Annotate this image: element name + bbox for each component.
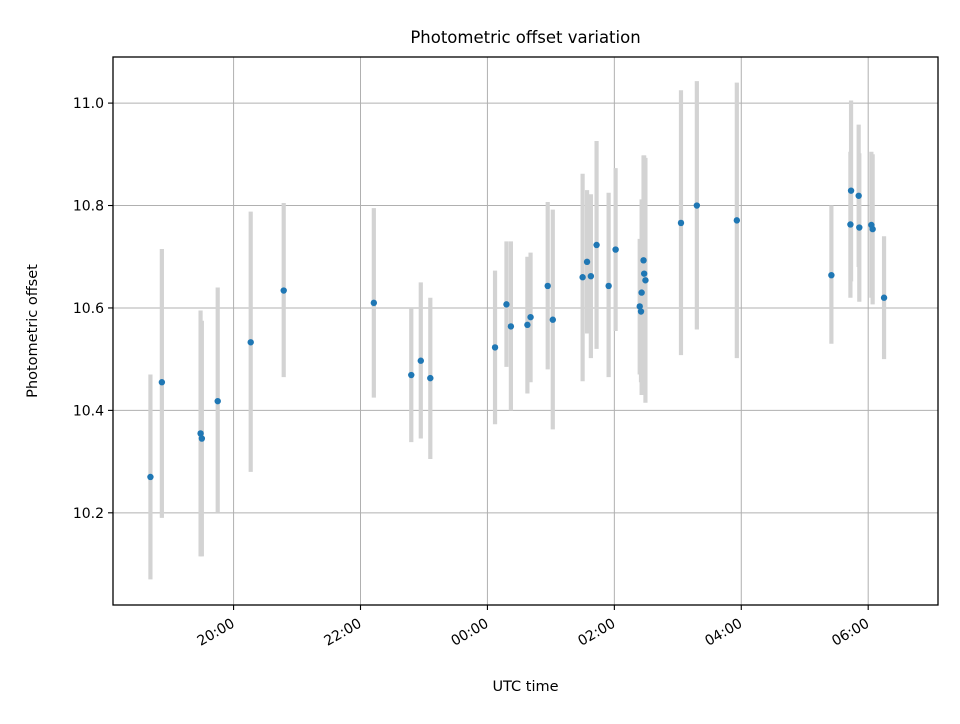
data-point [637,308,645,315]
data-point [587,273,595,280]
data-point [733,217,741,224]
y-axis-label: Photometric offset [25,264,41,398]
y-tick-label: 11.0 [73,96,104,112]
data-point [247,339,254,346]
x-axis-label: UTC time [492,679,558,695]
data-point [524,321,531,329]
data-point [605,282,612,290]
y-tick-label: 10.4 [73,403,104,419]
data-point [855,192,862,199]
data-point [370,299,378,307]
data-point [147,473,154,481]
data-point [828,271,835,279]
data-point [640,257,647,264]
data-point [640,270,648,277]
data-point [503,301,510,308]
data-point [579,274,586,281]
data-point [642,277,649,284]
data-point [583,258,591,266]
data-point [408,371,415,379]
y-tick-label: 10.8 [73,199,104,215]
data-point [527,313,534,321]
data-point [491,344,499,351]
data-point [869,225,876,233]
data-point [158,379,166,386]
data-point [417,357,424,364]
data-point [847,221,854,228]
data-point [593,241,600,249]
data-point [198,435,206,442]
plot-frame [112,56,939,606]
data-point [507,323,515,330]
data-point [549,316,556,323]
data-point [612,246,619,253]
data-point [214,397,221,405]
y-tick-label: 10.6 [73,301,104,317]
data-point [693,202,701,209]
data-point [638,289,645,296]
chart-title: Photometric offset variation [410,28,640,47]
data-point [856,224,863,231]
data-point [880,294,888,301]
data-points [147,187,888,481]
data-point [636,303,643,310]
y-tick-label: 10.2 [73,506,104,522]
data-point [677,219,685,227]
data-point [544,282,551,290]
data-point [280,287,287,294]
data-point [197,430,204,437]
data-point [847,187,855,194]
y-axis: 10.2 10.4 10.6 10.8 11.0 [73,96,113,522]
data-point [427,374,434,382]
